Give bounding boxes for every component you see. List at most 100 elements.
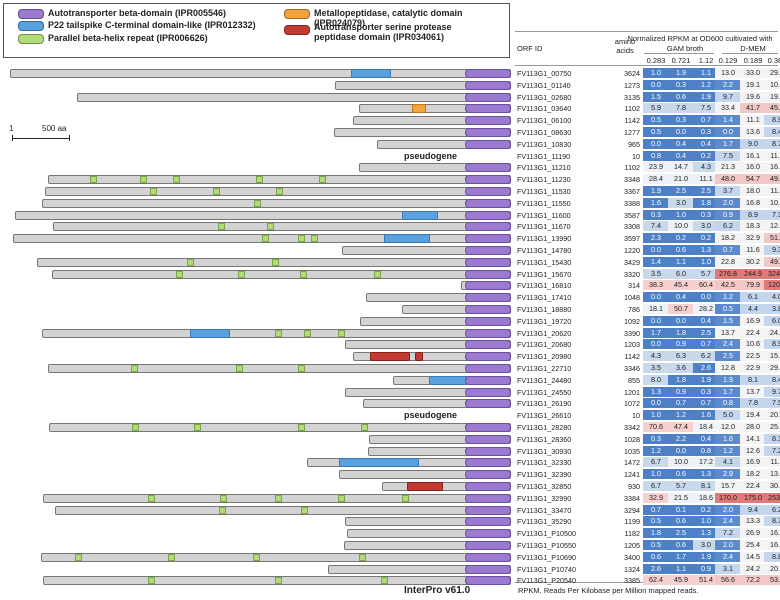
beta-helix-repeat (220, 494, 228, 502)
gam-value: 62.4 (643, 575, 669, 586)
header-line-gam (644, 53, 714, 54)
dmem-value: 11.1 (740, 115, 766, 126)
gam-value: 5.9 (643, 103, 669, 114)
protein-bar (40, 552, 511, 562)
gam-value: 3.5 (643, 268, 669, 279)
gam-value: 10.0 (668, 221, 694, 232)
gam-value: 0.0 (643, 245, 669, 255)
beta-helix-repeat (276, 188, 284, 195)
beta-helix-repeat (131, 365, 139, 372)
gam-value: 1.3 (693, 245, 719, 255)
dmem-value: 8.9 (764, 339, 780, 350)
gam-value: 0.3 (643, 209, 669, 220)
dmem-value: 1.2 (715, 292, 741, 303)
beta-helix-repeat (253, 199, 261, 207)
dmem-value: 20.8 (764, 410, 780, 421)
gam-value: 18.4 (693, 422, 719, 432)
serine-protease-domain (407, 482, 444, 491)
dmem-value: 16.9 (740, 457, 766, 468)
dmem-value: 4.0 (764, 292, 780, 303)
orf-id: FV113G1_32990 (517, 493, 572, 503)
dmem-value: 22.5 (740, 351, 766, 362)
gam-value: 8.0 (643, 374, 669, 385)
gam-value: 0.2 (668, 233, 694, 244)
metal-swatch-icon (284, 9, 310, 19)
gam-value: 6.7 (643, 457, 669, 468)
gam-value: 2.2 (668, 433, 694, 444)
gam-value: 0.6 (643, 551, 669, 562)
beta-domain (465, 375, 511, 385)
beta-helix-repeat (275, 494, 282, 502)
gam-value: 7.4 (643, 221, 669, 232)
gam-value: 1.7 (668, 551, 694, 562)
beta-helix-repeat (148, 577, 156, 585)
aa-length: 1048 (624, 293, 640, 303)
gam-value: 14.7 (668, 162, 694, 173)
dmem-value: 2.0 (715, 197, 741, 208)
gam-value: 6.0 (668, 268, 694, 279)
gam-value: 7.8 (668, 103, 694, 114)
gam-value: 0.3 (643, 433, 669, 444)
gam-value: 2.5 (693, 327, 719, 338)
dmem-value: 8.7 (764, 516, 780, 527)
table-row: FV113G1_28280 3342 70.6 47.4 18.4 12.0 28.0 25.… (0, 422, 780, 433)
gam-value: 0.4 (693, 433, 719, 444)
dmem-value: 22.9 (740, 363, 766, 373)
dmem-value: 12.8 (715, 363, 741, 373)
gam-value: 60.4 (693, 280, 719, 291)
gam-value: 1.9 (693, 551, 719, 562)
dmem-value: 13.5 (764, 469, 780, 480)
protein-bar (77, 92, 511, 102)
beta-helix-repeat (299, 270, 307, 278)
p22-domain (383, 234, 430, 244)
gam-value: 2.6 (643, 563, 669, 574)
aa-length: 3400 (624, 552, 640, 562)
dmem-value: 20.5 (764, 563, 780, 574)
pseudogene-label: pseudogene (404, 410, 458, 421)
beta-domain (465, 493, 511, 503)
aa-length: 1277 (624, 128, 640, 137)
dmem-value: 0.7 (715, 245, 741, 255)
beta-helix-repeat (304, 329, 312, 337)
dmem-value: 29.8 (764, 68, 780, 78)
beta-helix-repeat (338, 494, 346, 502)
aa-length: 1199 (624, 517, 640, 527)
orf-id: FV113G1_03640 (517, 104, 572, 114)
p22-domain (401, 210, 438, 220)
gam-value: 0.0 (643, 339, 669, 350)
gam-value: 1.8 (693, 197, 719, 208)
gam-value: 3.0 (693, 540, 719, 550)
gam-value: 0.6 (668, 245, 694, 255)
gam-value: 1.5 (643, 91, 669, 102)
beta-helix-repeat (261, 235, 269, 243)
gam-value: 10.0 (668, 457, 694, 468)
gam-value: 0.7 (693, 115, 719, 126)
gam-value: 1.8 (643, 528, 669, 539)
beta-domain (465, 198, 511, 208)
gam-value: 1.0 (643, 68, 669, 78)
dmem-value: 6.2 (764, 504, 780, 515)
aa-length: 3346 (624, 364, 640, 373)
orf-id: FV113G1_11210 (517, 163, 571, 173)
beta-helix-repeat (175, 270, 183, 278)
aa-length: 1324 (624, 564, 640, 574)
gam-value: 0.6 (668, 91, 694, 102)
dmem-value: 32.9 (740, 233, 766, 244)
beta-helix-repeat (267, 223, 275, 231)
dmem-value: 25.8 (764, 422, 780, 432)
header-dmem: D-MEM (740, 44, 766, 53)
beta-domain (465, 128, 511, 137)
dmem-value: 10.6 (764, 197, 780, 208)
orf-id: FV113G1_18880 (517, 305, 572, 314)
header-aa: amino acids (614, 37, 636, 55)
legend-box: Autotransporter beta-domain (IPR005546) … (3, 3, 510, 58)
aa-length: 314 (628, 281, 640, 291)
orf-id: FV113G1_15430 (517, 257, 572, 267)
